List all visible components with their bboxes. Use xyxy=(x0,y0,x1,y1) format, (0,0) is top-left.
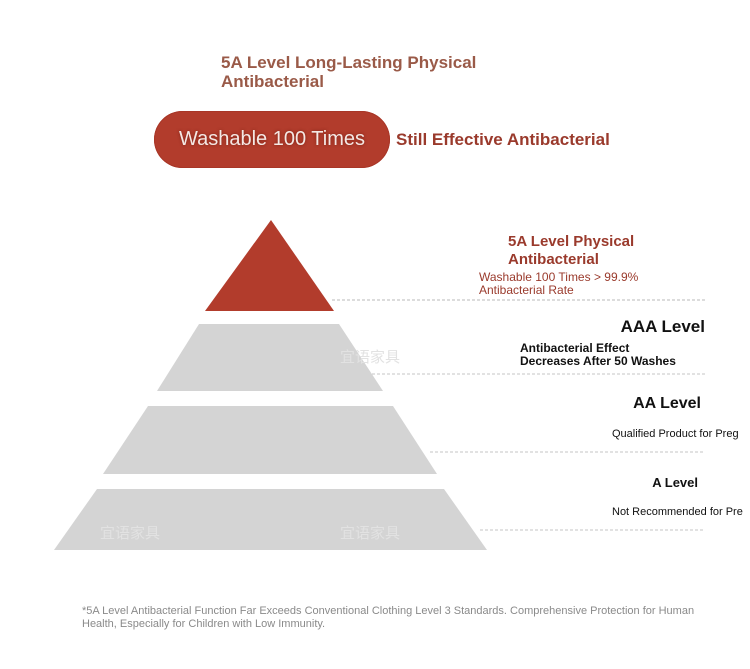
level-aaa-description-line: Decreases After 50 Washes xyxy=(520,354,676,368)
level-aaa-description-line: Antibacterial Effect xyxy=(520,341,630,355)
level-5a-description: Washable 100 Times > 99.9% Antibacterial… xyxy=(479,270,639,297)
watermark: 宜语家具 xyxy=(340,348,400,366)
washable-pill xyxy=(154,111,390,168)
pyramid-aaa-tier xyxy=(157,324,383,391)
headline: 5A Level Long-Lasting Physical Antibacte… xyxy=(221,53,477,91)
level-aa-title: AA Level xyxy=(633,395,701,412)
watermark: 宜语家具 xyxy=(100,524,160,542)
pyramid-top-tier xyxy=(205,220,334,311)
level-a-description: Not Recommended for Pre xyxy=(612,506,743,518)
washable-pill-label: Washable 100 Times xyxy=(178,128,365,150)
level-5a-title: 5A Level Physical Antibacterial xyxy=(508,233,635,268)
pyramid-aa-tier xyxy=(103,406,437,474)
pill-side-text: Still Effective Antibacterial xyxy=(396,130,610,149)
pyramid-a-tier xyxy=(54,489,487,550)
watermark: 宜语家具 xyxy=(340,524,400,542)
level-aaa-description: Antibacterial Effect Decreases After 50 … xyxy=(520,342,740,368)
level-aa-description: Qualified Product for Preg xyxy=(612,428,739,440)
level-a-title: A Level xyxy=(652,475,698,490)
footnote: *5A Level Antibacterial Function Far Exc… xyxy=(82,605,695,630)
level-aaa-title: AAA Level xyxy=(620,317,705,336)
